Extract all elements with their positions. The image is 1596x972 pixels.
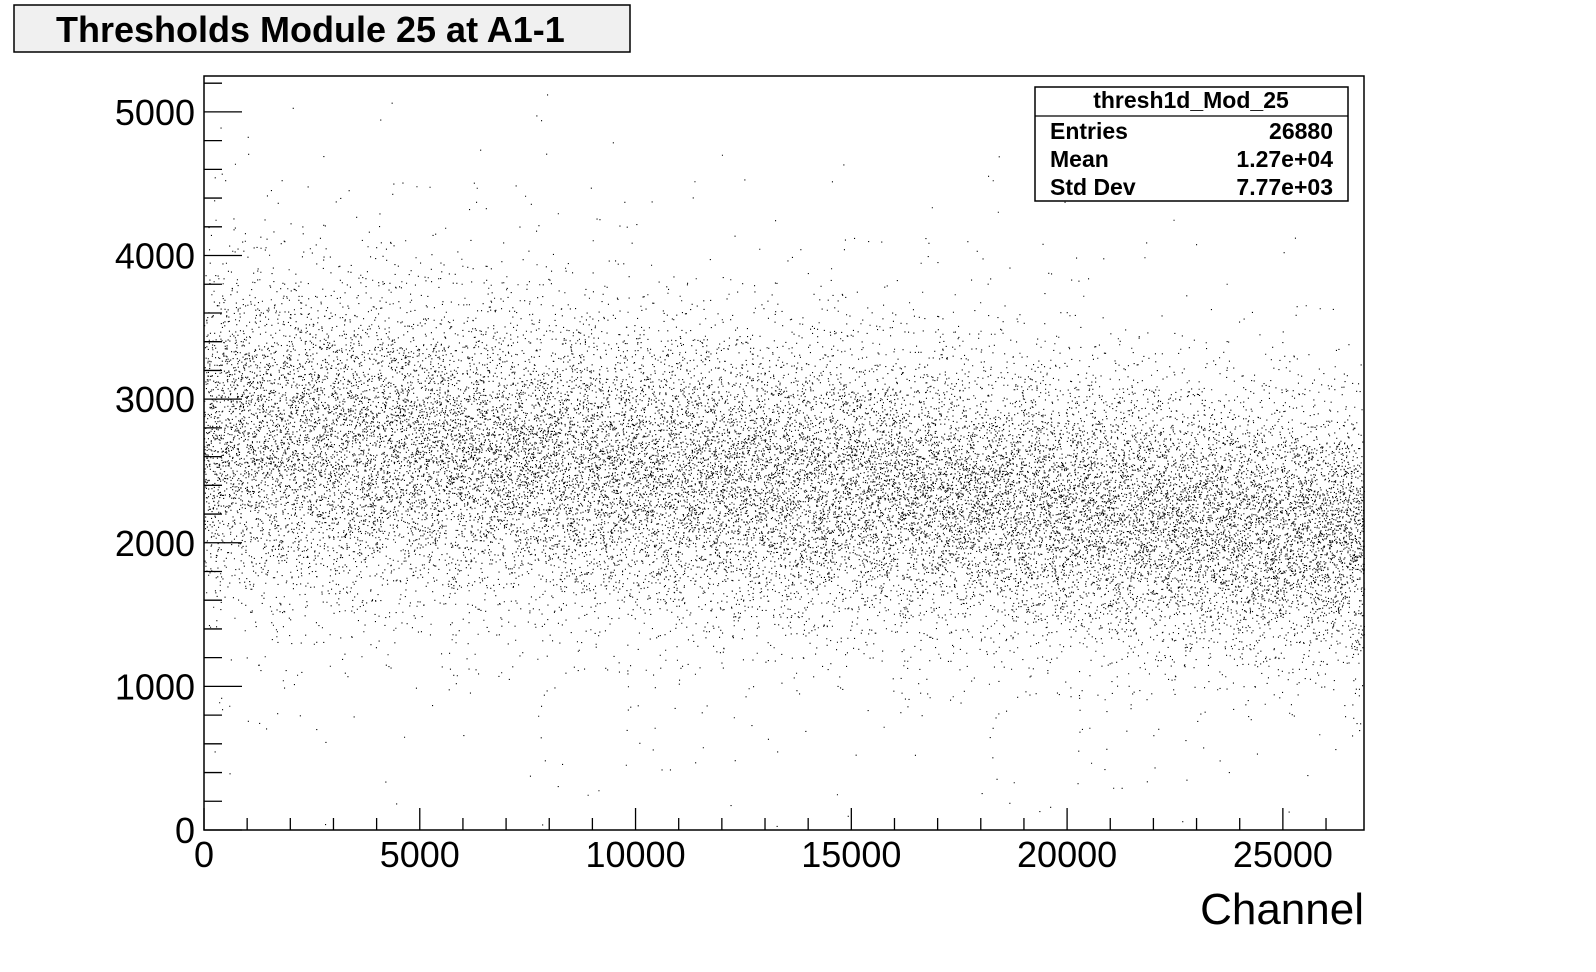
- chart-title: Thresholds Module 25 at A1-1: [56, 9, 565, 50]
- y-tick-label: 3000: [115, 379, 195, 420]
- y-tick-label: 0: [175, 810, 195, 851]
- stats-mean-value: 1.27e+04: [1236, 146, 1333, 172]
- stats-stddev-label: Std Dev: [1050, 174, 1136, 200]
- y-tick-label: 1000: [115, 666, 195, 707]
- y-tick-label: 2000: [115, 523, 195, 564]
- y-axis: 0 1000 2000 3000 4000 5000: [115, 82, 242, 851]
- y-tick-label: 5000: [115, 92, 195, 133]
- y-tick-label: 4000: [115, 236, 195, 277]
- x-axis: 0 5000 10000 15000 20000 25000: [194, 808, 1333, 875]
- stats-name: thresh1d_Mod_25: [1093, 87, 1289, 113]
- x-tick-label: 0: [194, 834, 214, 875]
- x-tick-label: 20000: [1017, 834, 1117, 875]
- x-tick-label: 15000: [801, 834, 901, 875]
- x-tick-label: 25000: [1233, 834, 1333, 875]
- stats-entries-label: Entries: [1050, 118, 1128, 144]
- title-box: Thresholds Module 25 at A1-1: [13, 4, 631, 53]
- stats-box: thresh1d_Mod_25 Entries 26880 Mean 1.27e…: [1034, 86, 1349, 202]
- stats-entries-value: 26880: [1269, 118, 1333, 144]
- x-axis-title: Channel: [1200, 885, 1364, 934]
- stats-box-frame: [1034, 86, 1349, 202]
- stats-mean-label: Mean: [1050, 146, 1109, 172]
- x-tick-label: 5000: [380, 834, 460, 875]
- title-box-frame: [13, 4, 631, 53]
- x-tick-label: 10000: [585, 834, 685, 875]
- stats-stddev-value: 7.77e+03: [1236, 174, 1333, 200]
